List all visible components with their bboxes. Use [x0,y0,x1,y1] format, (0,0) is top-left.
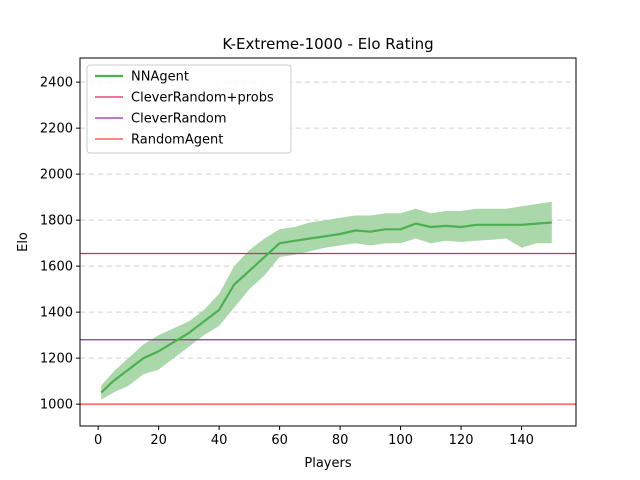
y-axis-ticks: 1000 1200 1400 1600 1800 2000 2200 2400 [40,76,80,413]
y-tick-label: 2000 [40,168,73,183]
x-tick-label: 0 [94,433,102,448]
nnagent-line [100,221,552,394]
x-tick-label: 60 [271,433,288,448]
y-tick-label: 1800 [40,214,73,229]
plot-frame [79,57,577,427]
x-tick-label: 140 [509,433,534,448]
x-tick-label: 80 [332,433,349,448]
legend: NNAgent CleverRandom+probs CleverRandom Ran… [86,64,292,154]
x-tick-label: 120 [449,433,474,448]
y-axis-label: Elo [16,232,31,252]
confidence-band [101,201,552,400]
x-tick-label: 40 [211,433,228,448]
x-tick-label: 100 [388,433,413,448]
chart-title: K-Extreme-1000 - Elo Rating [222,35,433,53]
y-tick-label: 1200 [40,352,73,367]
legend-label-cleverrandom: CleverRandom [131,112,227,127]
baseline-lines [80,252,576,405]
legend-box [86,64,292,154]
y-tick-label: 1400 [40,306,73,321]
nnagent-band [101,201,552,400]
x-axis-ticks: 0 20 40 60 80 100 120 140 [94,426,534,448]
legend-label-nnagent: NNAgent [131,70,189,85]
y-tick-label: 1600 [40,260,73,275]
legend-label-cleverrandom-probs: CleverRandom+probs [131,91,274,106]
y-tick-label: 2200 [40,122,73,137]
legend-label-randomagent: RandomAgent [131,133,223,148]
x-tick-label: 20 [150,433,167,448]
x-axis-label: Players [304,456,351,471]
series-lines [100,221,552,394]
y-tick-label: 1000 [40,398,73,413]
y-tick-label: 2400 [40,76,73,91]
